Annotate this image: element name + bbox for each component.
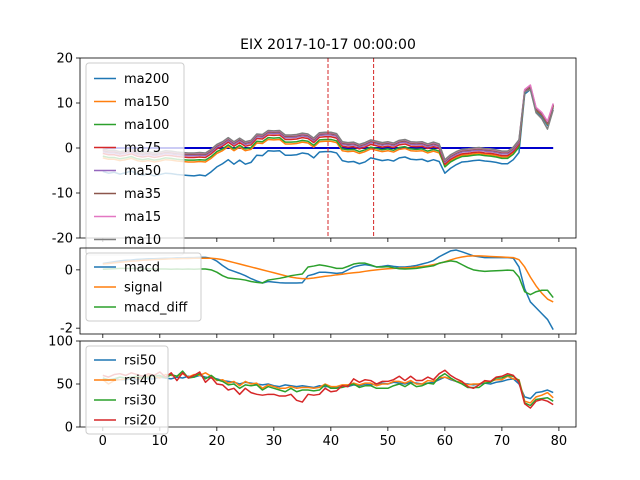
y-tick-label: 100: [48, 335, 73, 350]
legend: ma200 ma150 ma100 ma75 ma50 ma35 ma15 ma10: [85, 62, 185, 256]
legend-label: rsi20: [124, 414, 156, 429]
y-tick-label: 50: [56, 378, 73, 393]
legend-label: ma15: [124, 210, 161, 225]
x-tick-label: 0: [99, 434, 107, 449]
legend-label: macd: [124, 261, 160, 276]
y-tick-label: -20: [52, 232, 73, 247]
legend-label: ma100: [124, 118, 169, 133]
legend-label: ma75: [124, 141, 161, 156]
legend-label: rsi50: [124, 354, 156, 369]
series-rsi30: [102, 370, 554, 407]
y-tick-label: 20: [56, 52, 73, 67]
x-tick-label: 30: [266, 434, 283, 449]
legend-label: ma35: [124, 187, 161, 202]
series-rsi20: [102, 369, 554, 409]
legend-label: rsi30: [124, 394, 156, 409]
x-tick-label: 70: [494, 434, 511, 449]
x-tick-label: 20: [209, 434, 226, 449]
x-tick-label: 50: [380, 434, 397, 449]
legend-box: [85, 345, 169, 435]
legend: macd signal macd_diff: [85, 252, 202, 322]
y-tick-label: 0: [65, 263, 73, 278]
legend-label: ma50: [124, 164, 161, 179]
legend-label: ma150: [124, 95, 169, 110]
legend-label: macd_diff: [124, 301, 188, 316]
x-tick-label: 80: [551, 434, 568, 449]
ma-panel: -20-1001020ma200ma150ma100ma75ma50ma35ma…: [52, 52, 577, 256]
x-tick-label: 40: [323, 434, 340, 449]
axes-frame: [79, 57, 577, 239]
series-rsi40: [102, 372, 554, 404]
y-tick-label: -2: [60, 322, 73, 337]
axes-frame: [79, 247, 577, 335]
legend-label: ma10: [124, 233, 161, 248]
x-tick-label: 60: [437, 434, 454, 449]
legend-box: [85, 62, 185, 256]
chart-title: EIX 2017-10-17 00:00:00: [240, 37, 416, 53]
y-tick-label: 0: [65, 421, 73, 436]
legend-label: signal: [124, 281, 162, 296]
axes-frame: [79, 340, 577, 428]
legend-label: ma200: [124, 72, 169, 87]
x-tick-label: 10: [152, 434, 169, 449]
y-tick-label: 0: [65, 142, 73, 157]
macd-panel: -2 0 macd signal macd_diff: [60, 247, 577, 338]
y-tick-label: -10: [52, 187, 73, 202]
legend-box: [85, 252, 202, 322]
legend: rsi50 rsi40 rsi30 rsi20: [85, 345, 169, 435]
legend-label: rsi40: [124, 374, 156, 389]
y-tick-label: 10: [56, 97, 73, 112]
